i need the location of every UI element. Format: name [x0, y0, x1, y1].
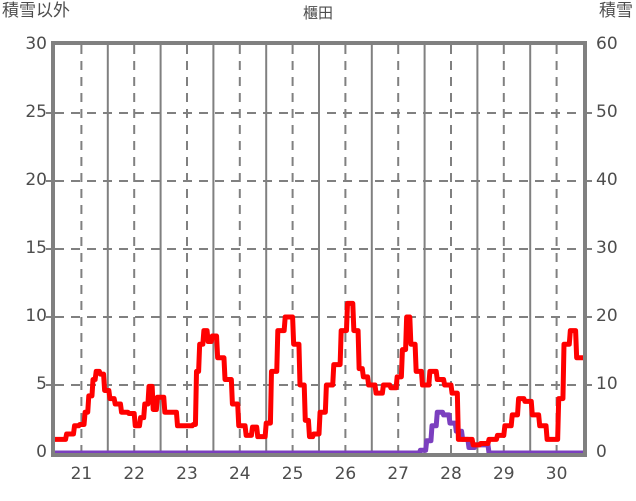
x-tick-21: 21 — [70, 464, 93, 484]
left-tick-30: 30 — [25, 34, 47, 54]
right-tickmark — [587, 112, 592, 114]
plot-area — [51, 41, 587, 457]
left-tick-5: 5 — [36, 374, 47, 394]
left-tickmark — [46, 180, 51, 182]
left-tick-0: 0 — [36, 442, 47, 462]
right-tick-0: 0 — [596, 442, 607, 462]
left-tick-25: 25 — [25, 102, 47, 122]
left-tickmark — [46, 248, 51, 250]
right-tick-10: 10 — [596, 374, 618, 394]
right-tickmark — [587, 316, 592, 318]
x-tick-29: 29 — [492, 464, 515, 484]
x-tick-26: 26 — [334, 464, 357, 484]
plot-inner — [55, 45, 583, 453]
x-tick-28: 28 — [440, 464, 462, 484]
left-axis-title: 積雪以外 — [2, 1, 70, 21]
right-tick-30: 30 — [596, 238, 618, 258]
right-tickmark — [587, 384, 592, 386]
right-axis-title: 積雪 — [599, 1, 633, 21]
left-tick-20: 20 — [25, 170, 47, 190]
right-tick-20: 20 — [596, 306, 618, 326]
right-tick-60: 60 — [596, 34, 618, 54]
series-line-nonsnow — [55, 300, 583, 448]
x-tick-23: 23 — [176, 464, 198, 484]
right-tick-40: 40 — [596, 170, 618, 190]
x-tick-30: 30 — [545, 464, 568, 484]
chart-title: 櫃田 — [302, 4, 333, 22]
left-tickmark — [46, 316, 51, 318]
left-tickmark — [46, 384, 51, 386]
chart-canvas — [55, 45, 583, 453]
x-tick-25: 25 — [281, 464, 304, 484]
right-tickmark — [587, 180, 592, 182]
x-tick-27: 27 — [387, 464, 409, 484]
left-tick-15: 15 — [25, 238, 47, 258]
x-tick-24: 24 — [228, 464, 251, 484]
x-tick-22: 22 — [123, 464, 145, 484]
left-tick-10: 10 — [25, 306, 47, 326]
right-tick-50: 50 — [596, 102, 618, 122]
left-tickmark — [46, 112, 51, 114]
right-tickmark — [587, 248, 592, 250]
